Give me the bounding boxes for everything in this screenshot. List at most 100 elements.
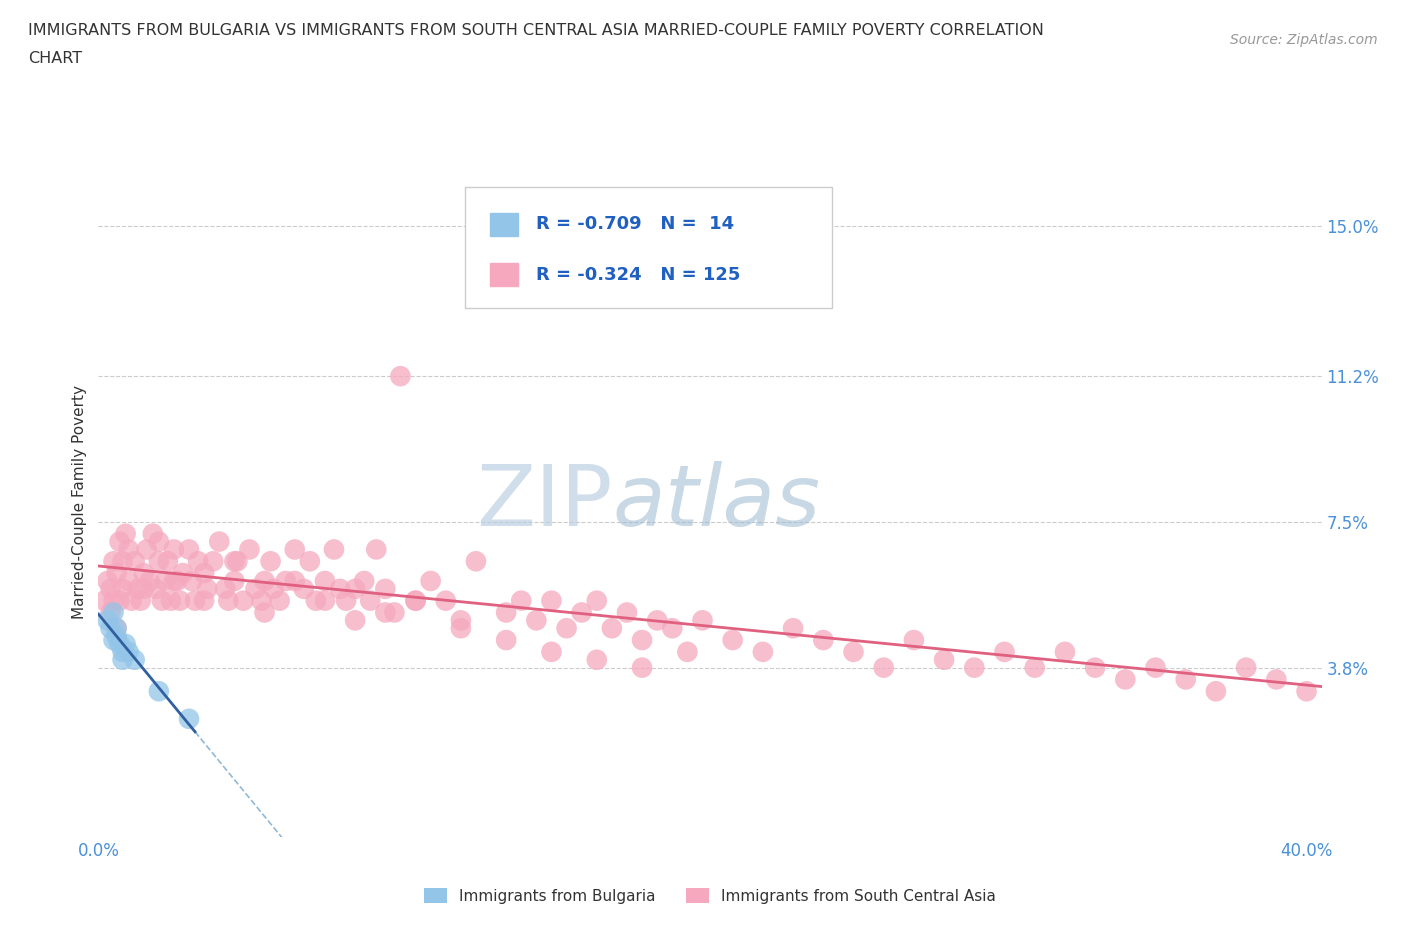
Point bbox=[616, 605, 638, 620]
Point bbox=[645, 613, 668, 628]
Point bbox=[305, 593, 328, 608]
Point bbox=[963, 660, 986, 675]
Point bbox=[217, 593, 239, 608]
Point bbox=[226, 554, 249, 569]
Point bbox=[166, 574, 188, 589]
Point bbox=[1174, 672, 1197, 687]
Point bbox=[329, 581, 352, 596]
Point bbox=[419, 574, 441, 589]
Point bbox=[121, 593, 143, 608]
Point bbox=[298, 554, 321, 569]
Point bbox=[169, 593, 191, 608]
Point bbox=[1084, 660, 1107, 675]
Point bbox=[1114, 672, 1136, 687]
Point bbox=[127, 581, 149, 596]
Point bbox=[284, 574, 307, 589]
Point bbox=[344, 581, 367, 596]
FancyBboxPatch shape bbox=[489, 213, 517, 236]
Point bbox=[105, 629, 128, 644]
Point bbox=[903, 632, 925, 647]
Point bbox=[160, 593, 183, 608]
Point bbox=[177, 542, 200, 557]
Point bbox=[450, 621, 472, 636]
Point bbox=[172, 565, 194, 580]
Text: ZIP: ZIP bbox=[475, 460, 612, 544]
FancyBboxPatch shape bbox=[465, 188, 832, 308]
Point bbox=[224, 574, 246, 589]
Point bbox=[782, 621, 804, 636]
Point bbox=[450, 613, 472, 628]
Point bbox=[114, 636, 136, 651]
Point bbox=[813, 632, 835, 647]
Point bbox=[1205, 684, 1227, 698]
Point bbox=[555, 621, 578, 636]
Point bbox=[124, 652, 146, 667]
Point bbox=[465, 554, 488, 569]
Point bbox=[540, 644, 562, 659]
Point bbox=[124, 554, 146, 569]
Point bbox=[253, 605, 276, 620]
Point bbox=[177, 711, 200, 726]
Point bbox=[93, 593, 115, 608]
Point bbox=[1144, 660, 1167, 675]
Point bbox=[193, 593, 215, 608]
Point bbox=[103, 632, 125, 647]
Point bbox=[208, 534, 231, 549]
Point bbox=[1295, 684, 1317, 698]
Point bbox=[250, 593, 273, 608]
Point bbox=[105, 621, 128, 636]
Y-axis label: Married-Couple Family Poverty: Married-Couple Family Poverty bbox=[72, 385, 87, 619]
Point bbox=[323, 542, 346, 557]
Point bbox=[117, 574, 139, 589]
Point bbox=[184, 593, 207, 608]
Point bbox=[284, 542, 307, 557]
Point bbox=[108, 593, 131, 608]
Point bbox=[111, 644, 134, 659]
Point bbox=[274, 574, 297, 589]
Point bbox=[524, 613, 547, 628]
Point bbox=[253, 574, 276, 589]
Point bbox=[384, 605, 406, 620]
Point bbox=[842, 644, 865, 659]
Point bbox=[374, 605, 396, 620]
Point bbox=[111, 554, 134, 569]
Point bbox=[132, 565, 155, 580]
Point bbox=[129, 593, 152, 608]
Point bbox=[571, 605, 593, 620]
Point bbox=[163, 542, 186, 557]
Point bbox=[495, 605, 517, 620]
Point bbox=[96, 613, 118, 628]
Point bbox=[148, 684, 170, 698]
Point bbox=[108, 534, 131, 549]
Point bbox=[692, 613, 714, 628]
Point bbox=[374, 581, 396, 596]
Point bbox=[600, 621, 623, 636]
Point bbox=[259, 554, 281, 569]
Point bbox=[181, 574, 204, 589]
Text: CHART: CHART bbox=[28, 51, 82, 66]
Point bbox=[314, 574, 336, 589]
Point bbox=[873, 660, 896, 675]
Point bbox=[103, 593, 125, 608]
Point bbox=[187, 554, 209, 569]
Text: R = -0.324   N = 125: R = -0.324 N = 125 bbox=[536, 266, 741, 284]
Point bbox=[148, 554, 170, 569]
Point bbox=[366, 542, 388, 557]
Point bbox=[117, 644, 139, 659]
Point bbox=[195, 581, 218, 596]
Point bbox=[114, 526, 136, 541]
Point bbox=[344, 613, 367, 628]
Point bbox=[145, 581, 167, 596]
Point bbox=[752, 644, 775, 659]
Point bbox=[292, 581, 315, 596]
Point bbox=[479, 278, 502, 293]
Text: R = -0.709   N =  14: R = -0.709 N = 14 bbox=[536, 216, 734, 233]
Point bbox=[585, 652, 607, 667]
Point bbox=[540, 593, 562, 608]
Point bbox=[993, 644, 1015, 659]
Point bbox=[1053, 644, 1076, 659]
Point bbox=[153, 574, 176, 589]
FancyBboxPatch shape bbox=[489, 263, 517, 286]
Point bbox=[269, 593, 291, 608]
Point bbox=[100, 581, 122, 596]
